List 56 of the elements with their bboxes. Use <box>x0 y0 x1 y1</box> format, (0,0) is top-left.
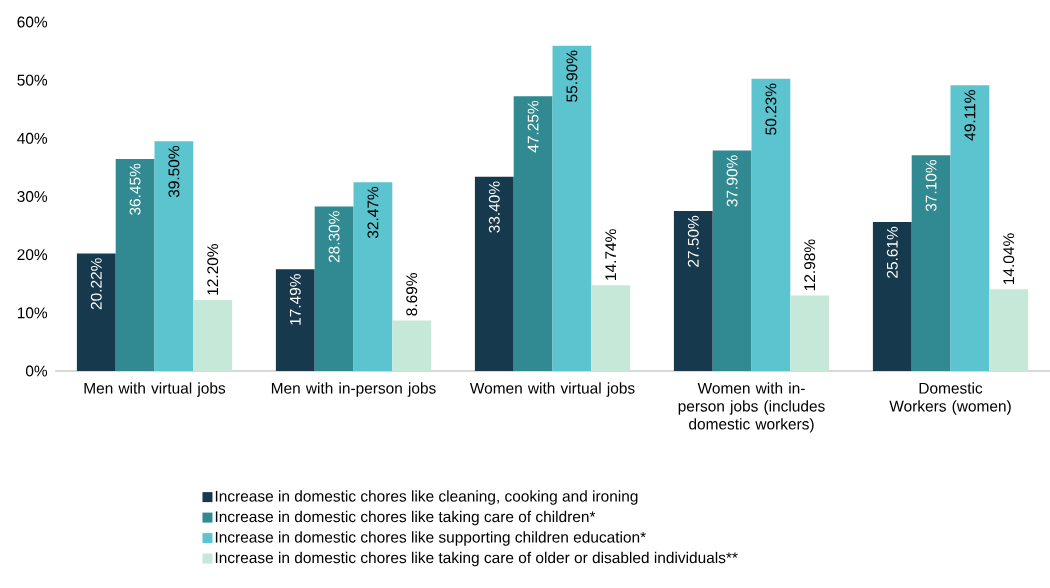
data-label: 36.45% <box>129 163 141 215</box>
bar <box>513 96 553 371</box>
bar <box>552 45 592 371</box>
x-tick-label: Domestic Workers (women) <box>889 382 1011 415</box>
bar <box>76 253 116 371</box>
bar <box>275 269 315 371</box>
legend-label: Increase in domestic chores like taking care of older or disabled individuals** <box>215 551 738 567</box>
data-label: 28.30% <box>328 211 340 263</box>
bar <box>872 222 912 371</box>
y-tick-label: 40% <box>17 132 48 144</box>
bar <box>193 300 233 371</box>
x-tick-label: Women with in-person jobs (includes domestic workers) <box>678 382 825 433</box>
bar <box>314 206 354 371</box>
data-label: 50.23% <box>765 83 777 135</box>
y-tick-label: 10% <box>17 307 48 319</box>
legend-label: Increase in domestic chores like taking care of children* <box>215 510 596 526</box>
bar <box>673 211 713 371</box>
x-tick-label: Men with in-person jobs <box>271 382 436 397</box>
y-tick-label: 30% <box>17 191 48 202</box>
data-label: 39.50% <box>168 146 180 198</box>
x-tick-label: Men with virtual jobs <box>84 382 226 397</box>
bar <box>989 289 1029 371</box>
data-label: 8.69% <box>406 273 418 316</box>
data-label: 17.49% <box>289 274 301 325</box>
data-label: 32.47% <box>367 186 379 239</box>
bar <box>115 158 155 371</box>
bar <box>474 176 514 371</box>
bar <box>591 285 631 371</box>
y-tick-label: 50% <box>17 74 48 86</box>
y-tick-label: 60% <box>17 16 48 28</box>
bar <box>154 141 194 371</box>
data-label: 37.10% <box>925 159 937 212</box>
data-label: 12.20% <box>207 244 219 295</box>
legend-label: Increase in domestic chores like supporting children education* <box>215 531 646 546</box>
y-tick-label: 20% <box>17 249 48 261</box>
data-label: 25.61% <box>886 226 898 278</box>
data-label: 33.40% <box>488 181 500 233</box>
data-label: 14.04% <box>1003 233 1015 284</box>
data-label: 49.11% <box>964 90 976 141</box>
legend-label: Increase in domestic chores like cleaning, cooking and ironing <box>215 490 638 505</box>
y-tick-label: 0% <box>25 365 48 377</box>
bar <box>950 85 990 371</box>
bar <box>392 320 432 371</box>
bar <box>911 155 951 371</box>
data-label: 37.90% <box>726 155 738 207</box>
data-label: 14.74% <box>605 229 617 280</box>
data-label: 47.25% <box>527 100 539 153</box>
data-label: 20.22% <box>90 258 102 310</box>
x-tick-label: Women with virtual jobs <box>469 382 635 397</box>
data-label: 27.50% <box>687 215 699 267</box>
bar <box>353 182 393 371</box>
bar <box>712 150 752 371</box>
bar <box>751 78 791 371</box>
data-label: 12.98% <box>804 239 816 291</box>
data-label: 55.90% <box>566 50 578 102</box>
bar <box>790 295 830 371</box>
